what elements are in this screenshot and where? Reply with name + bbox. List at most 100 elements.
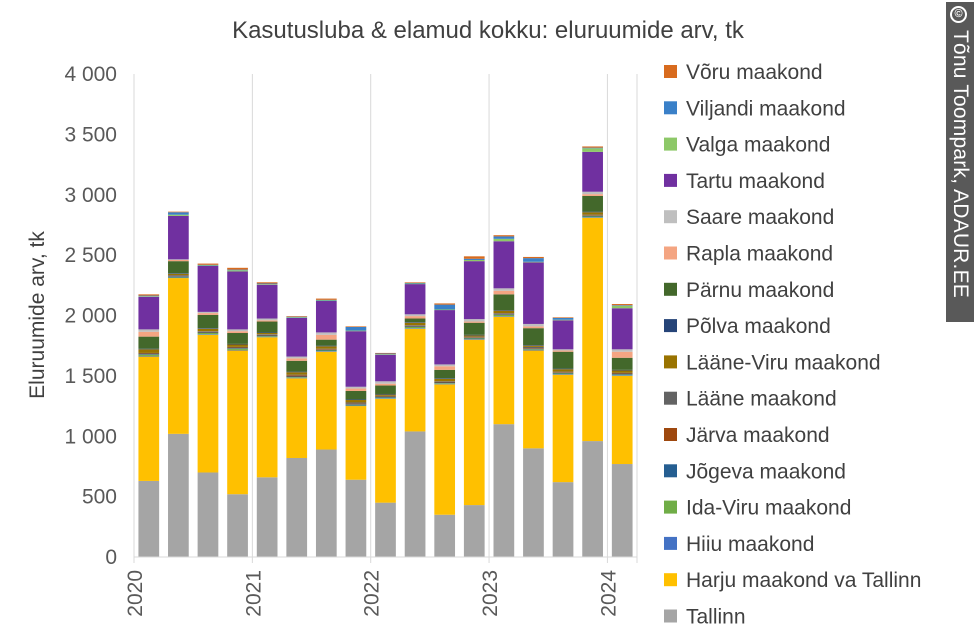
bar-segment — [404, 283, 426, 285]
bar-segment — [552, 349, 574, 351]
legend-swatch — [664, 536, 677, 550]
bar-segment — [404, 284, 426, 315]
bar-segment — [197, 311, 219, 314]
y-tick-label: 3 000 — [64, 184, 117, 207]
bar-segment — [611, 372, 633, 374]
bar-segment — [138, 336, 160, 349]
bar-segment — [582, 191, 603, 195]
bar-segment — [523, 258, 544, 262]
bar-segment — [345, 403, 367, 405]
bar-segment — [493, 316, 515, 317]
legend-swatch — [664, 173, 677, 187]
bar-segment — [138, 295, 160, 297]
bar-segment — [138, 354, 160, 355]
bar-segment — [345, 326, 367, 331]
bar-segment — [582, 147, 603, 149]
bar-segment — [286, 378, 308, 458]
bar-segment — [582, 195, 603, 212]
bar-segment — [375, 398, 396, 399]
legend-label: Viljandi maakond — [686, 97, 846, 120]
bar-segment — [611, 305, 633, 309]
x-tick-label: 2022 — [361, 570, 384, 617]
bar-segment — [434, 378, 456, 382]
bar-segment — [582, 215, 603, 217]
bar-segment — [286, 375, 308, 377]
bar-segment — [168, 212, 189, 215]
bar-segment — [582, 441, 603, 557]
bar-segment — [168, 273, 189, 276]
bar-segment — [375, 395, 396, 397]
bar-segment — [227, 350, 248, 495]
legend-label: Harju maakond va Tallinn — [686, 569, 921, 592]
bar-segment — [375, 394, 396, 396]
credit-text: Tõnu Toompark, ADAUR.EE — [949, 30, 972, 298]
bar-segment — [404, 325, 426, 326]
bar-segment — [345, 388, 367, 391]
y-tick-label: 4 000 — [64, 63, 117, 86]
bar-segment — [168, 211, 189, 213]
bar-segment — [286, 376, 308, 378]
bar-segment — [552, 319, 574, 321]
bar-segment — [256, 321, 278, 333]
bar-segment — [168, 259, 189, 262]
bar-segment — [611, 373, 633, 375]
bar-segment — [611, 305, 633, 306]
bar-segment — [375, 353, 396, 355]
bar-segment — [345, 404, 367, 405]
bar-segment — [611, 375, 633, 376]
bar-segment — [523, 349, 544, 351]
bar-segment — [345, 390, 367, 400]
y-tick-label: 0 — [105, 546, 117, 569]
bar-segment — [286, 377, 308, 379]
bar-segment — [138, 294, 160, 296]
chart-title: Kasutusluba & elamud kokku: eluruumide a… — [232, 17, 745, 44]
bar-segment — [256, 283, 278, 285]
bar-segment — [404, 318, 426, 323]
y-tick-label: 2 000 — [64, 305, 117, 328]
bar-segment — [168, 433, 189, 557]
bar-segment — [286, 457, 308, 557]
bar-segment — [434, 384, 456, 515]
bar-segment — [315, 299, 337, 301]
legend-label: Järva maakond — [686, 424, 830, 447]
bar-segment — [227, 344, 248, 347]
bar-segment — [582, 217, 603, 442]
legend-swatch — [664, 500, 677, 514]
bar-segment — [404, 322, 426, 323]
bar-segment — [552, 317, 574, 320]
bar-segment — [552, 351, 574, 369]
bar-segment — [375, 502, 396, 557]
bar-segment — [256, 332, 278, 333]
bar-segment — [256, 282, 278, 284]
bar-segment — [286, 372, 308, 375]
bar-segment — [256, 318, 278, 321]
x-tick-label: 2020 — [124, 570, 147, 617]
bar-segment — [582, 148, 603, 152]
legend-swatch — [664, 210, 677, 224]
bar-segment — [286, 356, 308, 359]
bar-segment — [227, 331, 248, 334]
bar-segment — [286, 316, 308, 318]
bar-segment — [197, 334, 219, 335]
bar-segment — [227, 269, 248, 271]
bar-segment — [463, 337, 485, 339]
bar-segment — [523, 261, 544, 263]
bar-segment — [523, 350, 544, 449]
bar-segment — [463, 336, 485, 338]
bar-segment — [197, 328, 219, 329]
bar-segment — [463, 334, 485, 336]
bar-segment — [611, 464, 633, 557]
bar-segment — [523, 328, 544, 346]
bar-segment — [493, 424, 515, 557]
bar-segment — [256, 477, 278, 557]
bar-segment — [227, 349, 248, 351]
bar-segment — [286, 360, 308, 372]
bar-segment — [315, 334, 337, 340]
bar-segment — [493, 310, 515, 314]
bar-segment — [552, 369, 574, 372]
bar-segment — [375, 397, 396, 399]
bar-segment — [404, 325, 426, 327]
bar-segment — [227, 348, 248, 349]
bar-segment — [493, 236, 515, 239]
bar-segment — [227, 346, 248, 348]
